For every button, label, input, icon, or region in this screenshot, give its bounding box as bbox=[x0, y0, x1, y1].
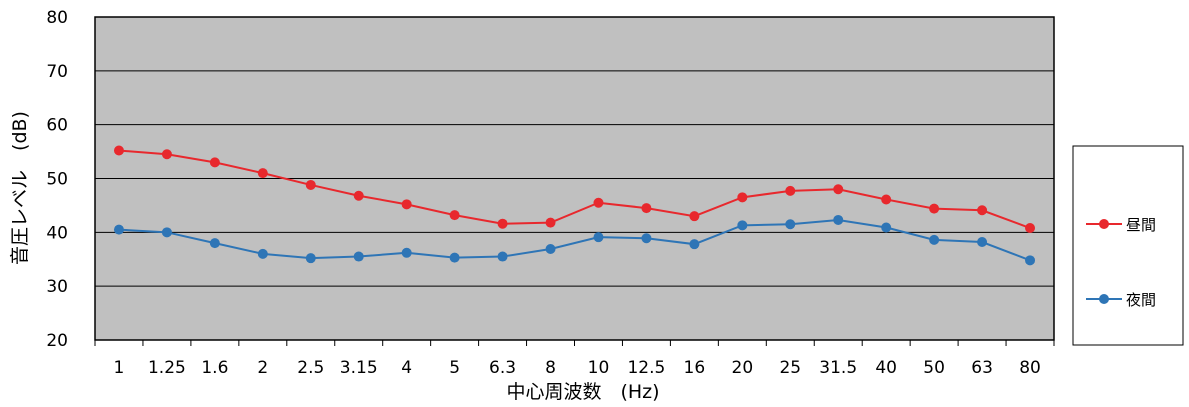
series-lines bbox=[118, 149, 1031, 262]
data-point bbox=[545, 217, 556, 228]
data-point bbox=[881, 194, 892, 205]
x-tick-label: 63 bbox=[971, 358, 993, 378]
x-axis-title: 中心周波数 (Hz) bbox=[506, 381, 659, 403]
x-tick-label: 25 bbox=[779, 358, 801, 378]
data-point bbox=[881, 222, 892, 233]
data-point bbox=[785, 185, 796, 196]
x-tick-label: 10 bbox=[588, 358, 610, 378]
series-line-1 bbox=[118, 149, 1031, 229]
data-point bbox=[689, 211, 700, 222]
data-point bbox=[929, 203, 940, 214]
data-point bbox=[257, 248, 268, 259]
x-tick-label: 12.5 bbox=[627, 358, 665, 378]
gridlines bbox=[95, 70, 1054, 287]
y-tick-label: 80 bbox=[46, 8, 68, 28]
data-point bbox=[977, 237, 988, 248]
x-tick-label: 16 bbox=[684, 358, 706, 378]
data-point bbox=[737, 192, 748, 203]
data-point bbox=[593, 197, 604, 208]
legend-label: 夜間 bbox=[1126, 291, 1156, 309]
series-line-2 bbox=[118, 218, 1031, 262]
y-axis-ticks: 20 30 40 50 60 70 80 bbox=[46, 8, 68, 351]
x-tick-label: 40 bbox=[875, 358, 897, 378]
data-point bbox=[977, 205, 988, 216]
x-tick-label: 6.3 bbox=[489, 358, 516, 378]
data-point bbox=[497, 218, 508, 229]
data-point bbox=[929, 234, 940, 245]
y-axis-title: 音圧レベル (dB) bbox=[9, 111, 31, 265]
data-point bbox=[449, 210, 460, 221]
data-point bbox=[641, 203, 652, 214]
y-tick-label: 60 bbox=[46, 116, 68, 136]
x-tick-label: 5 bbox=[449, 358, 460, 378]
data-point bbox=[833, 184, 844, 195]
y-tick-label: 20 bbox=[46, 331, 68, 351]
data-point bbox=[545, 244, 556, 255]
data-point bbox=[257, 168, 268, 179]
data-point bbox=[1025, 223, 1036, 234]
data-point bbox=[401, 199, 412, 210]
x-tick-label: 50 bbox=[923, 358, 945, 378]
data-point bbox=[449, 252, 460, 263]
y-tick-label: 50 bbox=[46, 170, 68, 190]
legend-marker bbox=[1099, 294, 1109, 304]
y-tick-label: 70 bbox=[46, 62, 68, 82]
series-points bbox=[113, 145, 1036, 266]
x-tick-label: 8 bbox=[545, 358, 556, 378]
data-point bbox=[785, 219, 796, 230]
x-tick-label: 1 bbox=[114, 358, 125, 378]
legend-label: 昼間 bbox=[1126, 216, 1156, 234]
data-point bbox=[305, 253, 316, 264]
legend-box bbox=[1072, 145, 1184, 346]
x-tick-label: 3.15 bbox=[340, 358, 378, 378]
x-tick-label: 80 bbox=[1019, 358, 1041, 378]
data-point bbox=[497, 251, 508, 262]
data-point bbox=[1025, 255, 1036, 266]
data-point bbox=[401, 247, 412, 258]
y-tick-label: 30 bbox=[46, 277, 68, 297]
x-tick-label: 20 bbox=[732, 358, 754, 378]
x-axis-ticks: 1 1.25 1.6 2 2.5 3.15 4 5 6.3 8 10 12.5 16 20 25 31.5 40… bbox=[94, 340, 1055, 378]
data-point bbox=[353, 251, 364, 262]
data-point bbox=[113, 145, 124, 156]
data-point bbox=[161, 227, 172, 238]
data-point bbox=[689, 239, 700, 250]
y-tick-label: 40 bbox=[46, 223, 68, 243]
data-point bbox=[737, 220, 748, 231]
data-point bbox=[209, 238, 220, 249]
data-point bbox=[353, 190, 364, 201]
data-point bbox=[113, 224, 124, 235]
data-point bbox=[209, 157, 220, 168]
x-tick-label: 1.6 bbox=[201, 358, 228, 378]
legend-marker bbox=[1099, 219, 1109, 229]
data-point bbox=[833, 214, 844, 225]
x-tick-label: 2 bbox=[257, 358, 268, 378]
x-tick-label: 31.5 bbox=[819, 358, 857, 378]
data-point bbox=[305, 179, 316, 190]
x-tick-label: 1.25 bbox=[148, 358, 186, 378]
x-tick-label: 4 bbox=[401, 358, 412, 378]
data-point bbox=[593, 232, 604, 243]
data-point bbox=[641, 233, 652, 244]
x-tick-label: 2.5 bbox=[297, 358, 324, 378]
data-point bbox=[161, 149, 172, 160]
